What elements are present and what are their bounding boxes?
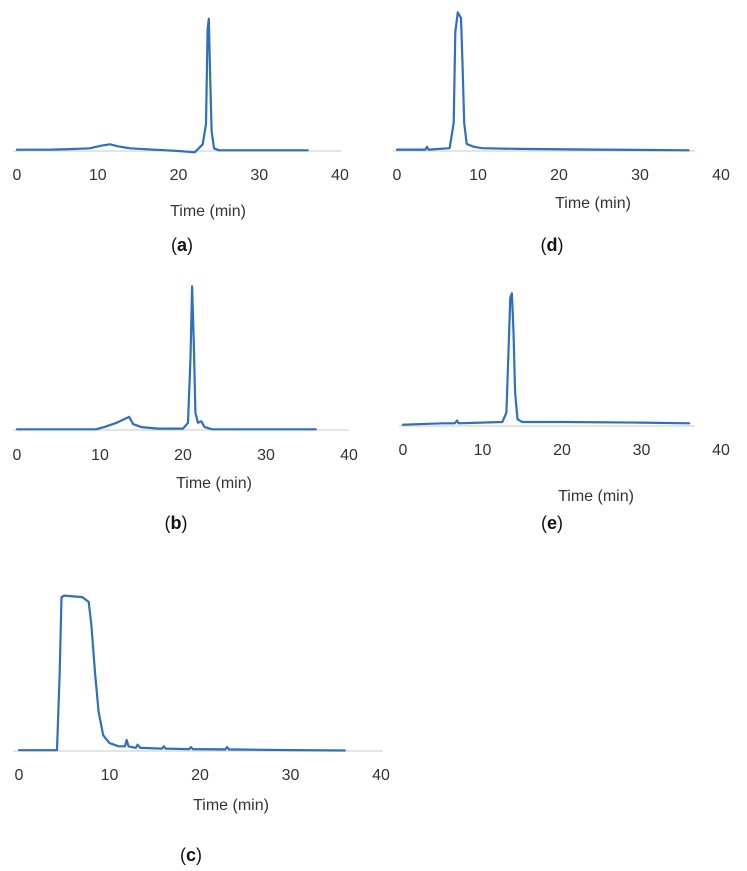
chromatogram-trace bbox=[17, 594, 346, 752]
x-tick-label: 10 bbox=[469, 167, 487, 184]
x-tick-label: 10 bbox=[91, 447, 109, 464]
x-tick-label: 0 bbox=[15, 767, 24, 784]
x-tick-label: 30 bbox=[631, 167, 649, 184]
x-tick-label: 20 bbox=[174, 447, 192, 464]
x-tick-label: 0 bbox=[13, 447, 22, 464]
x-tick-label: 40 bbox=[372, 767, 390, 784]
x-tick-label: 30 bbox=[250, 167, 268, 184]
chromatogram-trace bbox=[401, 292, 691, 426]
x-tick-label: 10 bbox=[101, 767, 119, 784]
panel-label: (a) bbox=[171, 235, 193, 255]
chart-panel-a: 0 10 20 30 40 Time (min) (a) bbox=[13, 17, 349, 255]
x-tick-label: 20 bbox=[553, 442, 571, 459]
x-tick-label: 30 bbox=[633, 442, 651, 459]
chart-panel-d: 0 10 20 30 40 Time (min) (d) bbox=[393, 11, 730, 255]
panel-letter: d bbox=[547, 235, 558, 255]
panel-letter: b bbox=[171, 513, 182, 533]
x-tick-label: 10 bbox=[89, 167, 107, 184]
x-tick-label: 20 bbox=[170, 167, 188, 184]
panel-label: (d) bbox=[541, 235, 564, 255]
chart-panel-e: 0 10 20 30 40 Time (min) (e) bbox=[399, 292, 730, 533]
x-tick-label: 0 bbox=[13, 167, 22, 184]
panel-label: (b) bbox=[165, 513, 188, 533]
chromatogram-trace bbox=[15, 285, 317, 431]
x-tick-label: 20 bbox=[191, 767, 209, 784]
x-tick-label: 40 bbox=[712, 442, 730, 459]
panel-letter: c bbox=[186, 845, 196, 865]
panel-letter: e bbox=[547, 513, 557, 533]
x-tick-label: 40 bbox=[340, 447, 358, 464]
panel-letter: a bbox=[177, 235, 188, 255]
x-tick-label: 30 bbox=[282, 767, 300, 784]
x-tick-label: 40 bbox=[712, 167, 730, 184]
x-axis-label: Time (min) bbox=[193, 797, 269, 814]
x-tick-label: 10 bbox=[474, 442, 492, 459]
x-tick-label: 40 bbox=[331, 167, 349, 184]
panel-label: (c) bbox=[180, 845, 202, 865]
x-tick-label: 0 bbox=[399, 442, 408, 459]
chart-panel-b: 0 10 20 30 40 Time (min) (b) bbox=[13, 285, 358, 533]
chromatogram-trace bbox=[15, 17, 309, 154]
x-axis-label: Time (min) bbox=[555, 195, 631, 212]
x-tick-label: 0 bbox=[393, 167, 402, 184]
panel-label: (e) bbox=[541, 513, 563, 533]
x-axis-label: Time (min) bbox=[170, 203, 246, 220]
x-axis-label: Time (min) bbox=[176, 475, 252, 492]
x-tick-label: 20 bbox=[550, 167, 568, 184]
x-axis-label: Time (min) bbox=[558, 488, 634, 505]
chromatogram-trace bbox=[395, 11, 690, 152]
chart-panel-c: 0 10 20 30 40 Time (min) (c) bbox=[13, 594, 390, 865]
x-tick-label: 30 bbox=[257, 447, 275, 464]
